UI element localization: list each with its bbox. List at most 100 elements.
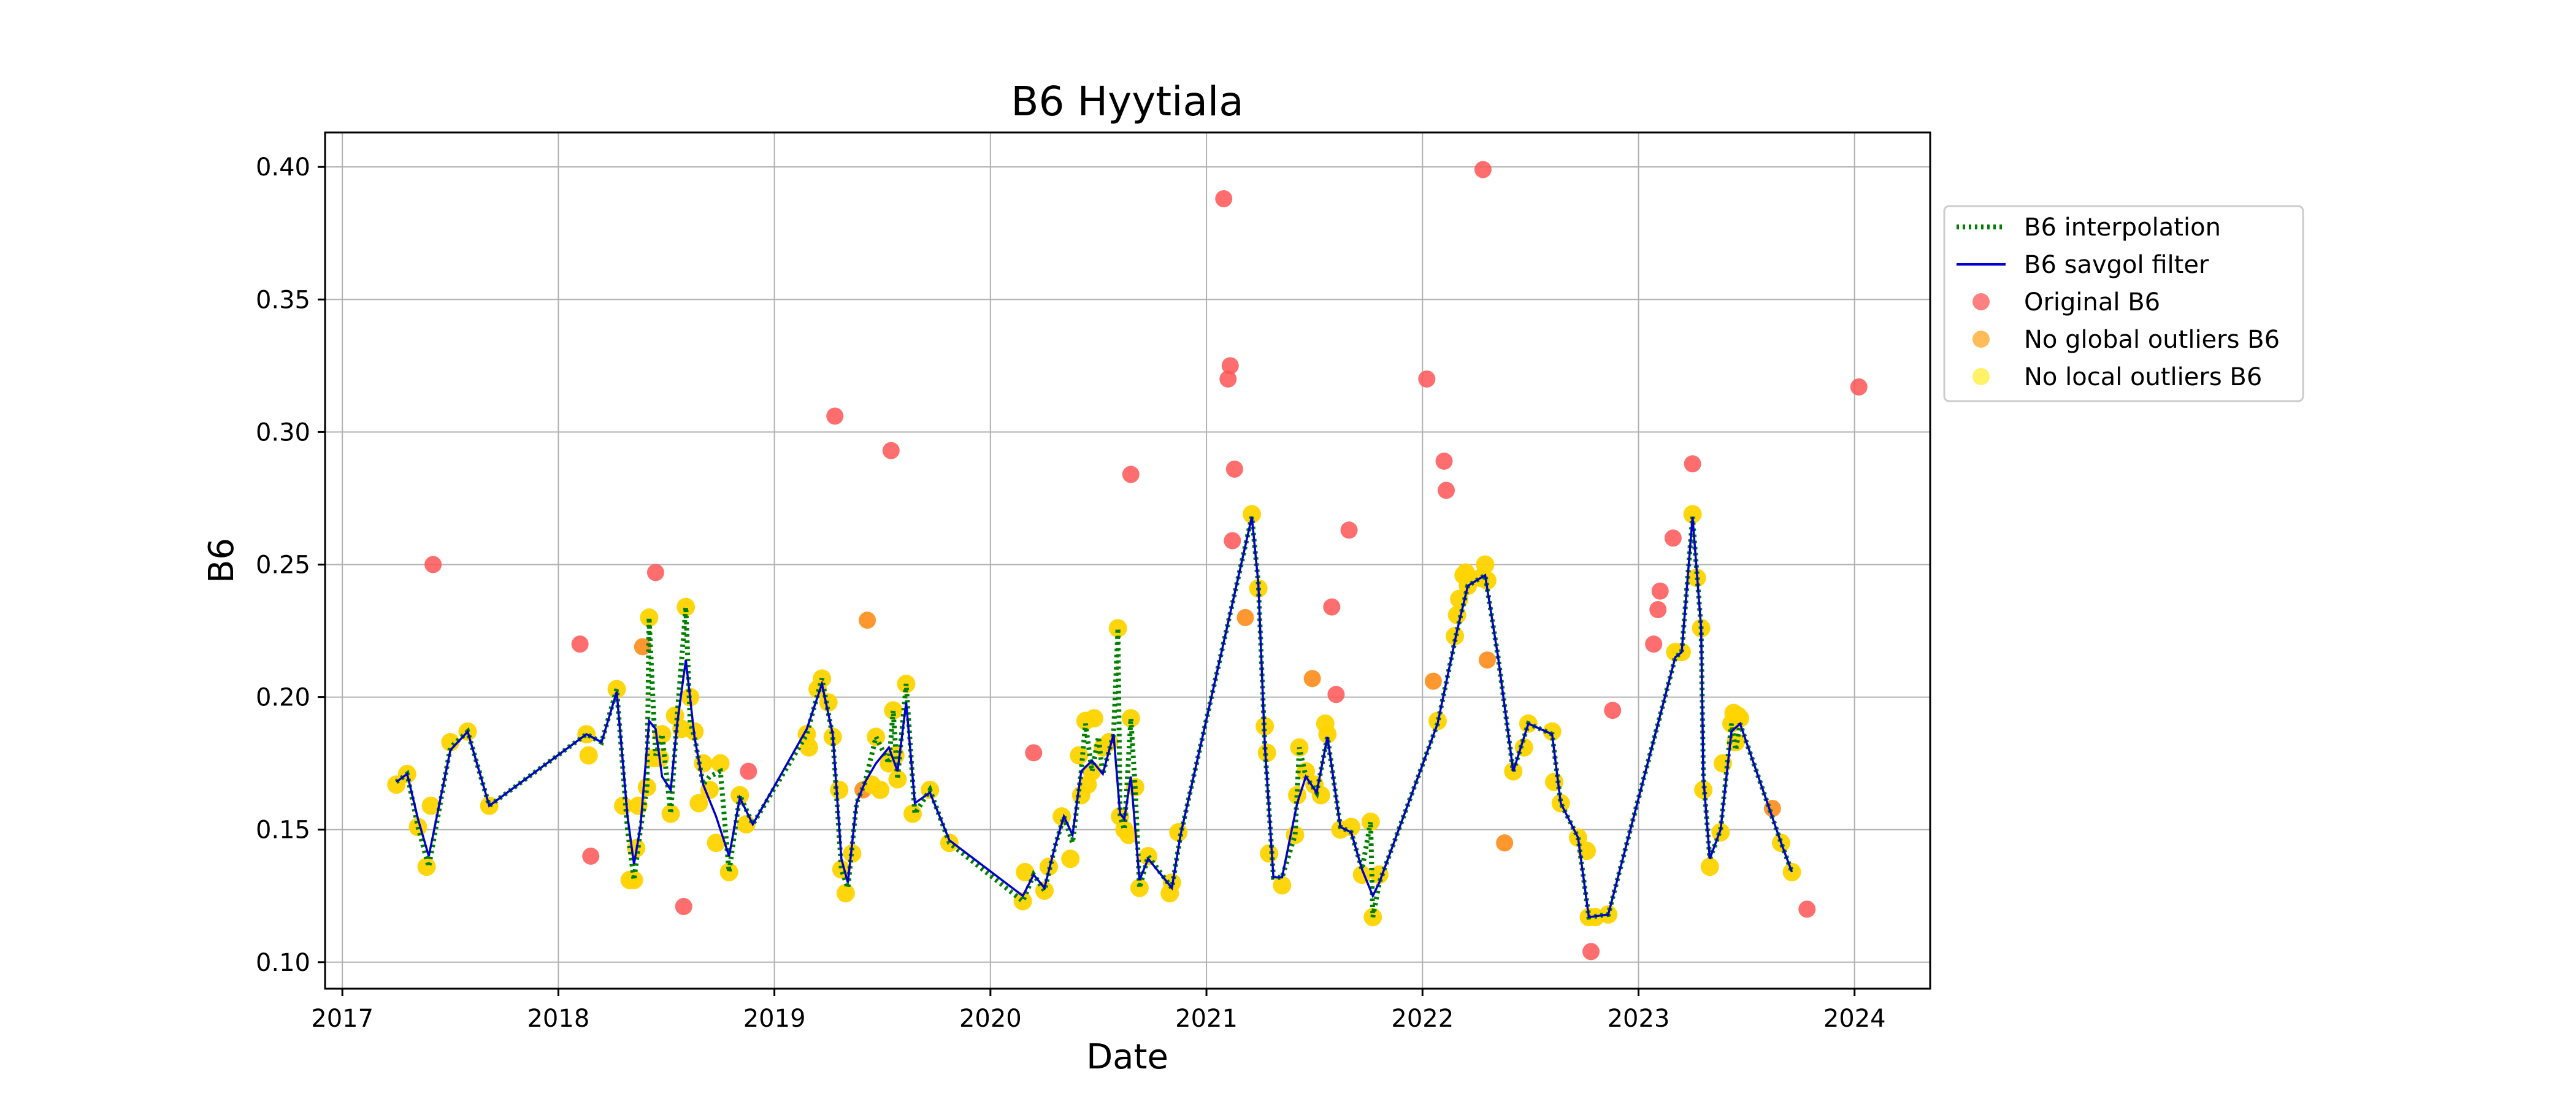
y-tick-label: 0.40 (256, 153, 310, 182)
local-outlier-free-point (1084, 709, 1103, 728)
local-outlier-free-point (719, 862, 738, 881)
local-outlier-free-point (677, 597, 696, 616)
global-outlier-free-point (1303, 670, 1321, 688)
original-b6-point (582, 847, 600, 865)
local-outlier-free-point (689, 794, 708, 813)
local-outlier-free-point (441, 733, 460, 752)
legend-label: B6 savgol filter (2024, 251, 2209, 279)
original-b6-point (1323, 598, 1341, 616)
original-b6-point (826, 407, 844, 425)
original-b6-point (1582, 943, 1600, 960)
legend-label: No global outliers B6 (2024, 326, 2280, 354)
original-b6-point (1651, 582, 1669, 600)
local-outlier-free-point (1061, 849, 1080, 868)
y-tick-label: 0.10 (256, 949, 310, 977)
legend-item: B6 interpolation (1957, 213, 2221, 242)
axis-ticks: 2017 2018 2019 2020 2021 2022 2023 2024 0.10 0.15… (256, 153, 1886, 1033)
legend-box (1943, 205, 2304, 402)
local-outlier-free-point (1138, 846, 1157, 865)
original-b6-point (1418, 370, 1436, 388)
local-outlier-free-point (1342, 818, 1361, 837)
local-outlier-free-point (637, 778, 656, 797)
original-b6-point (1664, 529, 1682, 547)
x-axis-label: Date (1086, 1037, 1168, 1077)
local-outlier-free-point (730, 786, 749, 805)
original-b6-point (1327, 686, 1345, 703)
original-b6-point (1122, 466, 1140, 483)
local-outlier-free-point (1577, 841, 1596, 861)
original-b6-point (1645, 635, 1663, 653)
local-outlier-free-point (579, 746, 598, 765)
original-b6-point (1225, 460, 1243, 478)
local-outlier-free-point (903, 804, 922, 823)
original-b6-point (1798, 900, 1816, 918)
y-axis-label: B6 (202, 538, 242, 583)
original-b6-point (1438, 481, 1455, 499)
local-outlier-free-point (1782, 862, 1801, 881)
local-outlier-free-point (624, 870, 643, 889)
grid-lines (325, 132, 1930, 989)
local-outlier-free-point (1361, 812, 1380, 831)
local-outlier-free-point (843, 844, 862, 863)
local-outlier-free-point (700, 780, 719, 799)
original-b6-point (1850, 378, 1868, 396)
local-outlier-free-point (640, 608, 659, 627)
original-b6-point (571, 635, 589, 653)
local-outlier-free-point (1108, 619, 1127, 638)
global-outlier-free-point (1478, 651, 1496, 669)
local-outlier-free-point (1119, 826, 1138, 845)
y-tick-label: 0.25 (256, 551, 310, 579)
original-b6-point (1435, 452, 1453, 470)
local-outlier-free-point (1013, 892, 1032, 911)
y-tick-label: 0.20 (256, 684, 310, 712)
chart-title: B6 Hyytiala (1011, 78, 1243, 125)
local-outlier-free-point (1083, 762, 1102, 781)
circle-marker-icon (1972, 293, 1990, 310)
legend: B6 interpolation B6 savgol filter Original… (1943, 205, 2304, 402)
original-b6-point (646, 564, 664, 581)
local-outlier-free-point (830, 780, 849, 799)
original-b6-point (1215, 190, 1233, 208)
global-outlier-free-point (859, 611, 876, 629)
original-b6-point (424, 556, 442, 573)
local-outlier-free-point (1169, 823, 1188, 842)
local-outlier-free-point (799, 738, 818, 757)
x-tick-label: 2024 (1823, 1005, 1886, 1033)
local-outlier-free-point (1700, 857, 1719, 876)
legend-label: B6 interpolation (2024, 213, 2221, 242)
legend-label: Original B6 (2024, 288, 2160, 316)
original-b6-point (1604, 702, 1622, 719)
local-outlier-free-point (884, 701, 903, 720)
legend-item: Original B6 (1972, 288, 2160, 316)
local-outlier-free-point (711, 754, 730, 773)
local-outlier-free-point (836, 884, 855, 903)
local-outlier-free-point (421, 796, 440, 815)
original-b6-point (1340, 521, 1358, 539)
legend-label: No local outliers B6 (2024, 363, 2262, 391)
local-outlier-free-point (867, 727, 886, 746)
plot-area (387, 161, 1868, 960)
y-tick-label: 0.30 (256, 418, 310, 447)
original-b6-point (882, 442, 900, 459)
x-tick-label: 2023 (1608, 1005, 1670, 1033)
legend-item: No global outliers B6 (1972, 326, 2280, 354)
x-tick-label: 2017 (311, 1005, 374, 1033)
original-b6-point (1684, 455, 1701, 473)
local-outlier-free-point (1121, 709, 1140, 728)
local-outlier-free-point (1731, 709, 1750, 728)
x-tick-label: 2020 (959, 1005, 1022, 1033)
legend-item: No local outliers B6 (1972, 363, 2262, 391)
original-b6-point (740, 762, 757, 780)
local-outlier-free-point (661, 804, 680, 823)
local-outlier-free-point (1318, 725, 1337, 744)
original-b6-point (675, 898, 692, 916)
local-outlier-free-point (1476, 555, 1495, 574)
global-outlier-free-point (1424, 672, 1442, 690)
savgol-filter-line (396, 516, 1793, 919)
local-outlier-free-point (707, 834, 726, 853)
local-outlier-free-point (1273, 876, 1292, 895)
local-outlier-free-point (1070, 746, 1089, 765)
local-outlier-free-point (1683, 505, 1702, 524)
